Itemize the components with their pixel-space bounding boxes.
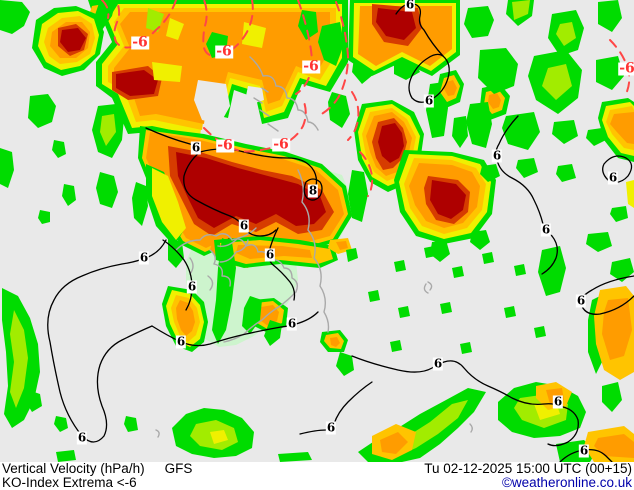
contour-label-positive: 6 [325,420,337,435]
contour-label-negative: -6 [215,43,233,60]
contour-label-layer: -6 -6 -6 -6 -6 -6 6 6 6 6 6 8 6 6 6 6 6 6 6 6 6 6 6 6 6 [76,0,634,458]
contour-label-positive: 6 [423,93,435,108]
caption-line-1: Vertical Velocity (hPa/h) GFS Tu 02-12-20… [0,462,634,476]
weather-map-svg [0,0,634,462]
contour-label-positive: 6 [578,443,590,458]
copyright-link[interactable]: ©weatheronline.co.uk [501,475,632,490]
weather-map: -6 -6 -6 -6 -6 -6 6 6 6 6 6 8 6 6 6 6 6 6 6 6 6 6 6 6 6 [0,0,634,462]
contour-label-positive: 6 [286,316,298,331]
contour-label-positive: 6 [404,0,416,12]
coastline-layer [155,56,473,438]
contour-label-positive: 6 [264,247,276,262]
contour-label-negative: -6 [272,136,290,153]
subtitle-label: KO-Index Extrema <-6 [2,475,137,490]
contour-label-positive: 6 [575,293,587,308]
caption-line-2: KO-Index Extrema <-6 ©weatheronline.co.u… [0,476,634,490]
contour-label-positive: 6 [175,334,187,349]
contour-label-positive: 6 [607,170,619,185]
caption-bar: Vertical Velocity (hPa/h) GFS Tu 02-12-20… [0,462,634,490]
contour-label-positive: 6 [76,430,88,445]
contour-label-positive: 6 [540,222,552,237]
contour-label-negative: -6 [302,58,320,75]
contour-label-positive: 6 [190,140,202,155]
contour-label-positive: 6 [432,356,444,371]
contour-label-positive: 6 [491,148,503,163]
fill-layer [0,0,634,462]
contour-label-negative: -6 [216,137,234,154]
contour-label-positive: 6 [238,218,250,233]
parameter-label: Vertical Velocity (hPa/h) [2,461,145,476]
contour-label-negative: -6 [618,60,634,77]
contour-label-negative: -6 [131,34,149,51]
model-label: GFS [164,461,193,476]
datetime-label: Tu 02-12-2025 15:00 UTC (00+15) [424,461,632,476]
contour-label-positive: 6 [138,250,150,265]
contour-label-positive: 6 [552,394,564,409]
contour-label-positive: 6 [186,279,198,294]
contour-label-positive: 8 [307,183,319,198]
